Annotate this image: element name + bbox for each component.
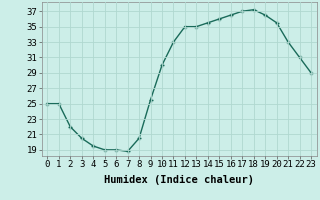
X-axis label: Humidex (Indice chaleur): Humidex (Indice chaleur) xyxy=(104,175,254,185)
